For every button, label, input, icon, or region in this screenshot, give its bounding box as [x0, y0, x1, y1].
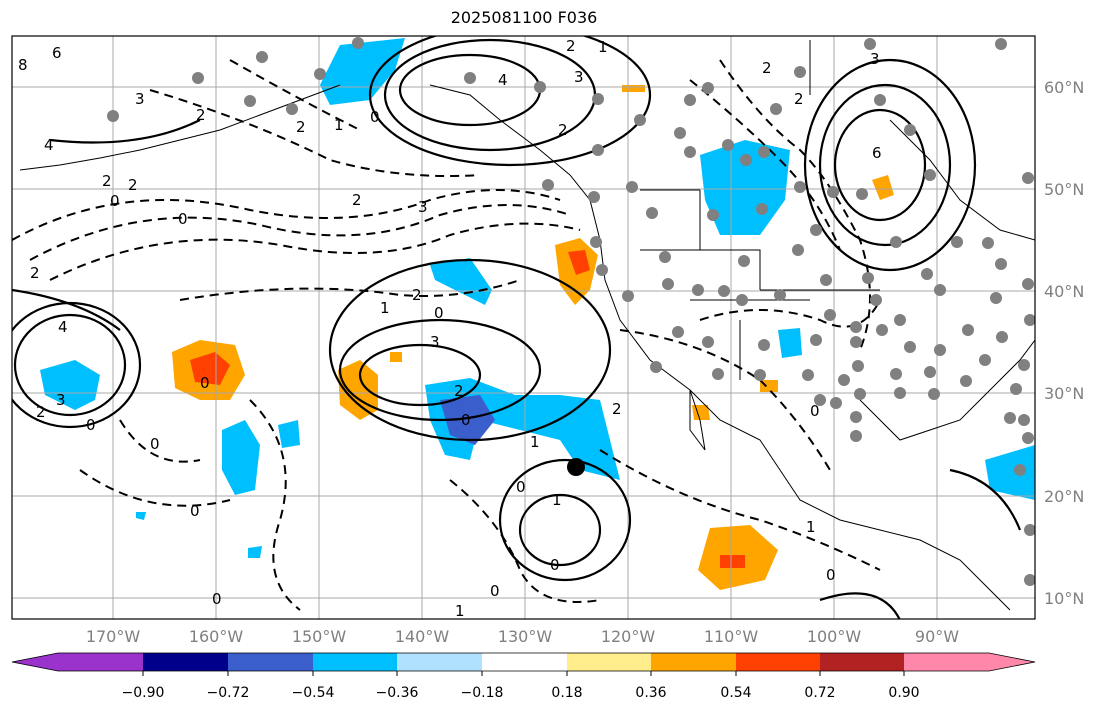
svg-text:0: 0	[461, 411, 471, 429]
svg-text:3: 3	[870, 50, 880, 68]
svg-text:2: 2	[762, 59, 772, 77]
svg-text:60°N: 60°N	[1044, 78, 1084, 97]
contour-labels: 6 8 3 4 2 2 0 2 2 1 0 2 3 0 4 3 2 2 0 0 …	[18, 37, 882, 620]
svg-text:0.54: 0.54	[720, 685, 751, 701]
svg-text:1: 1	[334, 116, 344, 134]
svg-text:3: 3	[430, 333, 440, 351]
map-title: 2025081100 F036	[450, 8, 598, 27]
svg-text:0: 0	[150, 435, 160, 453]
svg-text:2: 2	[454, 382, 464, 400]
svg-text:130°W: 130°W	[498, 627, 553, 646]
svg-text:20°N: 20°N	[1044, 487, 1084, 506]
svg-text:0: 0	[86, 416, 96, 434]
svg-text:1: 1	[598, 38, 608, 56]
svg-text:4: 4	[44, 136, 54, 154]
svg-text:3: 3	[418, 198, 428, 216]
svg-text:−0.54: −0.54	[292, 685, 335, 701]
longitude-labels: 170°W 160°W 150°W 140°W 130°W 120°W 110°…	[86, 627, 959, 646]
svg-text:2: 2	[128, 176, 138, 194]
svg-text:0: 0	[178, 210, 188, 228]
svg-text:0: 0	[200, 374, 210, 392]
svg-text:2: 2	[352, 191, 362, 209]
svg-text:3: 3	[135, 90, 145, 108]
svg-text:0: 0	[826, 566, 836, 584]
svg-text:−0.36: −0.36	[376, 685, 419, 701]
svg-text:30°N: 30°N	[1044, 384, 1084, 403]
station-markers	[107, 37, 1035, 586]
shaded-regions	[40, 38, 1035, 590]
svg-text:0: 0	[516, 478, 526, 496]
contours-positive	[12, 36, 1022, 619]
svg-text:100°W: 100°W	[807, 627, 862, 646]
svg-text:8: 8	[18, 56, 28, 74]
svg-text:150°W: 150°W	[292, 627, 347, 646]
black-dot-marker	[567, 458, 585, 476]
coastlines	[19, 40, 1035, 611]
svg-text:0: 0	[810, 402, 820, 420]
svg-text:3: 3	[56, 391, 66, 409]
svg-text:6: 6	[52, 44, 62, 62]
graticule	[12, 36, 1035, 619]
svg-text:120°W: 120°W	[601, 627, 656, 646]
svg-text:110°W: 110°W	[704, 627, 759, 646]
colorbar: −0.90 −0.72 −0.54 −0.36 −0.18 0.18 0.36 …	[11, 652, 1036, 701]
svg-text:40°N: 40°N	[1044, 282, 1084, 301]
svg-text:0.90: 0.90	[888, 685, 919, 701]
svg-text:−0.72: −0.72	[207, 685, 250, 701]
svg-text:50°N: 50°N	[1044, 180, 1084, 199]
svg-text:0.36: 0.36	[635, 685, 666, 701]
svg-text:90°W: 90°W	[915, 627, 959, 646]
svg-text:2: 2	[558, 121, 568, 139]
svg-text:170°W: 170°W	[86, 627, 141, 646]
svg-text:2: 2	[36, 403, 46, 421]
svg-text:0: 0	[490, 582, 500, 600]
svg-text:2: 2	[794, 90, 804, 108]
svg-text:−0.90: −0.90	[122, 685, 165, 701]
svg-text:0.72: 0.72	[804, 685, 835, 701]
svg-text:0: 0	[190, 502, 200, 520]
svg-text:1: 1	[455, 602, 465, 620]
svg-text:3: 3	[574, 68, 584, 86]
svg-text:0: 0	[550, 556, 560, 574]
svg-text:0.18: 0.18	[551, 685, 582, 701]
svg-text:1: 1	[552, 491, 562, 509]
svg-text:4: 4	[58, 318, 68, 336]
svg-text:1: 1	[530, 433, 540, 451]
svg-text:2: 2	[296, 118, 306, 136]
svg-text:1: 1	[380, 299, 390, 317]
svg-text:160°W: 160°W	[189, 627, 244, 646]
svg-text:140°W: 140°W	[395, 627, 450, 646]
map-frame	[11, 35, 1036, 620]
svg-text:10°N: 10°N	[1044, 589, 1084, 608]
svg-text:2: 2	[412, 286, 422, 304]
svg-text:4: 4	[498, 71, 508, 89]
svg-text:−0.18: −0.18	[461, 685, 504, 701]
svg-text:2: 2	[102, 172, 112, 190]
svg-text:0: 0	[110, 192, 120, 210]
svg-text:2: 2	[566, 37, 576, 55]
svg-text:2: 2	[30, 264, 40, 282]
svg-text:0: 0	[370, 108, 380, 126]
svg-text:2: 2	[612, 400, 622, 418]
latitude-labels: 60°N 50°N 40°N 30°N 20°N 10°N	[1044, 78, 1084, 608]
contours-negative	[12, 59, 881, 611]
svg-text:2: 2	[196, 106, 206, 124]
svg-text:0: 0	[212, 590, 222, 608]
svg-text:1: 1	[806, 518, 816, 536]
svg-text:0: 0	[434, 304, 444, 322]
svg-text:6: 6	[872, 144, 882, 162]
